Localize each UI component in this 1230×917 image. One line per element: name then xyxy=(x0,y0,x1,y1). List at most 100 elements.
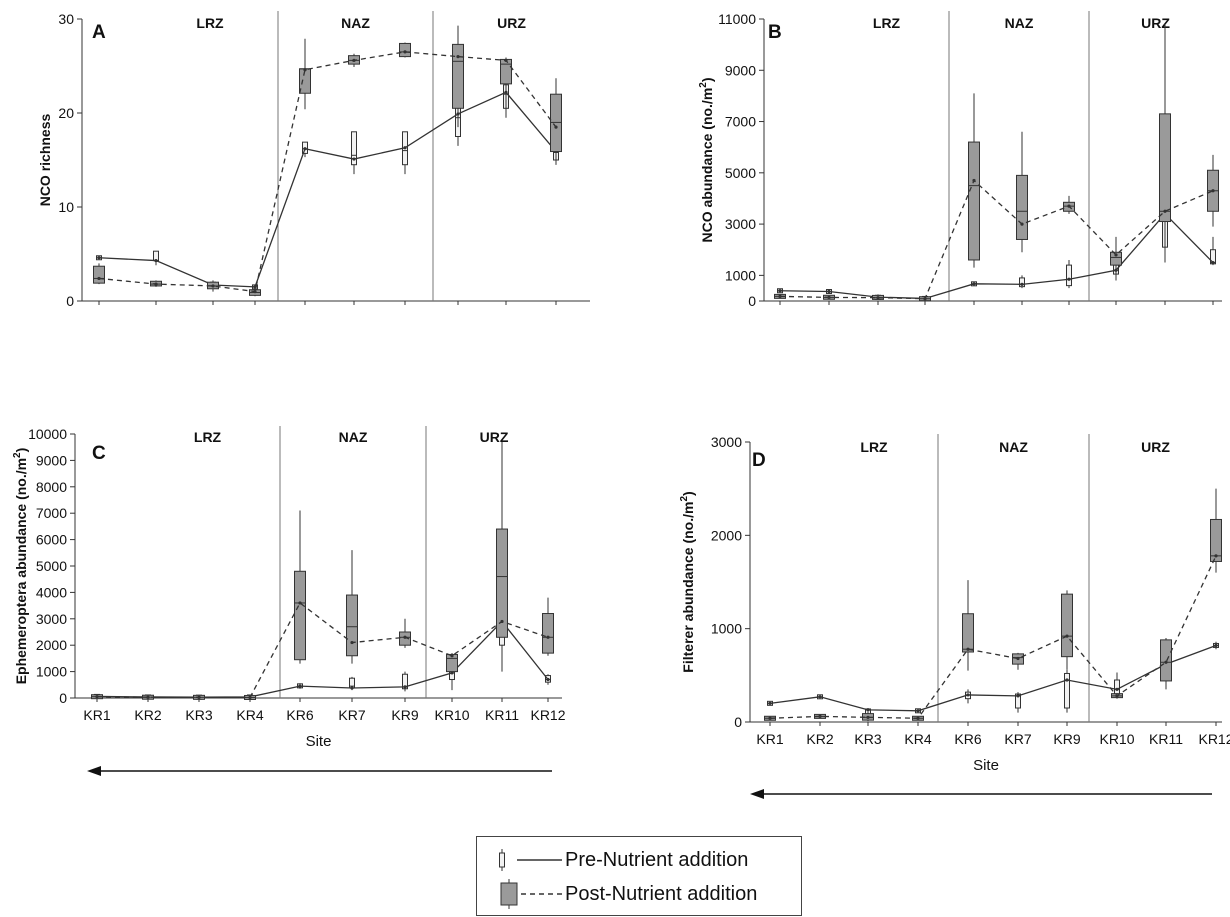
legend-label-post: Post-Nutrient addition xyxy=(565,883,758,905)
series-pre xyxy=(767,641,1219,718)
x-tick-label: KR4 xyxy=(236,707,263,723)
line-point xyxy=(827,289,831,294)
line-point xyxy=(972,178,976,183)
y-axis-label: NCO richness xyxy=(37,113,53,206)
box xyxy=(452,43,464,109)
line-point xyxy=(253,290,257,294)
line-point xyxy=(876,296,880,300)
line-point xyxy=(1067,277,1071,281)
line-point xyxy=(303,68,307,72)
box xyxy=(1159,113,1171,223)
x-tick-label: KR12 xyxy=(530,707,565,723)
line-point xyxy=(298,684,302,688)
line-point xyxy=(350,640,354,645)
legend-symbol-post xyxy=(500,879,565,909)
line-point xyxy=(1163,209,1167,213)
line-point xyxy=(916,716,920,720)
line-point xyxy=(95,695,99,699)
line-point xyxy=(1020,282,1024,286)
x-tick-label: KR7 xyxy=(338,707,365,723)
y-tick-label: 0 xyxy=(734,714,742,730)
line-point xyxy=(352,58,356,62)
box xyxy=(1019,277,1025,288)
y-tick-label: 5000 xyxy=(36,558,67,574)
x-tick-label: KR7 xyxy=(1004,731,1031,747)
y-tick-label: 1000 xyxy=(36,664,67,680)
series-post xyxy=(91,441,554,700)
line-point xyxy=(97,256,101,260)
box xyxy=(1016,174,1028,240)
panel-letter: B xyxy=(768,22,782,43)
y-tick-label: 9000 xyxy=(725,62,756,78)
zone-label: URZ xyxy=(497,15,526,31)
x-tick-label: KR6 xyxy=(954,731,981,747)
line-point xyxy=(546,677,550,682)
line-point xyxy=(403,50,407,54)
y-tick-label: 0 xyxy=(748,293,756,309)
x-tick-label: KR10 xyxy=(1099,731,1134,747)
line-post xyxy=(769,555,1217,719)
box xyxy=(346,594,358,657)
panel-letter: C xyxy=(92,443,106,464)
box xyxy=(1066,264,1072,287)
zone-label: NAZ xyxy=(341,15,370,31)
flow-arrow-head xyxy=(87,766,101,776)
y-tick-label: 9000 xyxy=(36,452,67,468)
x-tick-label: KR3 xyxy=(854,731,881,747)
line-point xyxy=(768,716,772,720)
line-point xyxy=(827,295,831,300)
x-tick-label: KR9 xyxy=(1053,731,1080,747)
zone-label: LRZ xyxy=(194,429,222,445)
y-axis-label: NCO abundance (no./m2) xyxy=(698,77,715,242)
y-tick-label: 0 xyxy=(66,293,74,309)
legend-label-pre: Pre-Nutrient addition xyxy=(565,849,749,871)
y-tick-label: 10000 xyxy=(28,426,67,442)
y-axis-label: Filterer abundance (no./m2) xyxy=(679,491,696,672)
x-tick-label: KR1 xyxy=(756,731,783,747)
zone-label: LRZ xyxy=(196,15,224,31)
zone-label: NAZ xyxy=(339,429,368,445)
series-post xyxy=(93,25,562,297)
y-tick-label: 7000 xyxy=(36,505,67,521)
line-point xyxy=(546,635,550,639)
line-point xyxy=(1016,656,1020,661)
box xyxy=(351,131,357,166)
line-point xyxy=(352,157,356,161)
panel-letter: D xyxy=(752,450,766,471)
line-point xyxy=(500,619,504,624)
box xyxy=(1110,251,1122,266)
zone-label: NAZ xyxy=(1005,15,1034,31)
box xyxy=(1015,693,1021,709)
line-point xyxy=(1114,253,1118,257)
line-point xyxy=(1067,204,1071,208)
line-point xyxy=(154,282,158,286)
line-point xyxy=(768,701,772,705)
panel-d: 0 1000 2000 3000 KR1 KR2 KR3 KR4 KR6 KR7 KR9 KR10 KR… xyxy=(679,434,1230,799)
box xyxy=(93,265,105,284)
line-point xyxy=(197,695,201,699)
line-point xyxy=(1020,222,1024,226)
line-point xyxy=(1065,634,1069,638)
line-point xyxy=(972,282,976,286)
x-tick-label: KR12 xyxy=(1198,731,1230,747)
x-tick-label: KR9 xyxy=(391,707,418,723)
line-point xyxy=(554,125,558,129)
series-post xyxy=(774,24,1219,302)
line-point xyxy=(966,647,970,651)
line-point xyxy=(403,635,407,639)
box xyxy=(399,42,411,58)
line-point xyxy=(916,709,920,713)
legend: Pre-Nutrient addition Post-Nutrient addi… xyxy=(476,836,802,916)
line-point xyxy=(1211,189,1215,193)
line-point xyxy=(1016,694,1020,698)
flow-arrow-head xyxy=(750,789,764,799)
line-point xyxy=(778,294,782,298)
line-point xyxy=(450,654,454,658)
y-tick-label: 2000 xyxy=(711,527,742,543)
series-pre xyxy=(96,84,559,292)
y-tick-label: 30 xyxy=(58,11,74,27)
line-pre xyxy=(779,212,1214,300)
panel-a: 0 10 20 30 LRZ NAZ URZ A NCO richness xyxy=(37,11,590,309)
x-tick-label: KR11 xyxy=(1149,731,1183,747)
line-point xyxy=(1115,694,1119,698)
